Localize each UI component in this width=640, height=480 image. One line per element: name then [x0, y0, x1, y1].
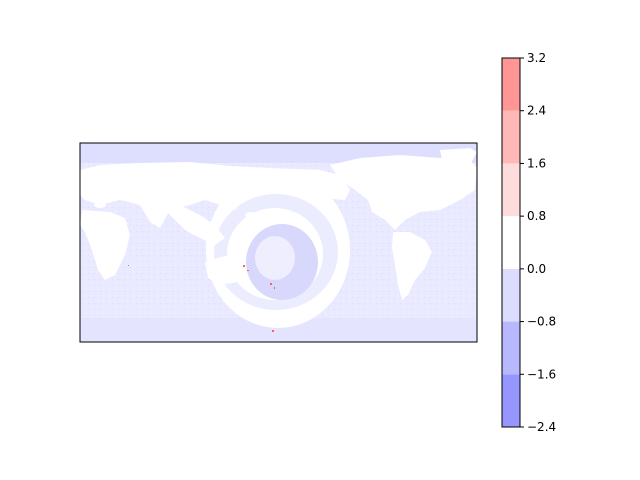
- colorbar-tick-label: 0.8: [527, 209, 546, 223]
- map-frame: [79, 142, 478, 343]
- land-masses: [80, 148, 477, 300]
- colorbar-tick-label: 1.6: [527, 156, 546, 170]
- colorbar-frame: [501, 57, 521, 428]
- colorbar-band: [502, 268, 520, 322]
- colorbar-band: [502, 216, 520, 269]
- colorbar-band: [502, 374, 520, 427]
- colorbar-tick-label: −2.4: [527, 420, 556, 434]
- colorbar-tick-label: −1.6: [527, 367, 556, 381]
- africa: [80, 210, 130, 280]
- colorbar: −2.4 −1.6 −0.8 0.0 0.8 1.6 2.4 3.2: [501, 51, 556, 434]
- colorbar-band: [502, 58, 520, 111]
- south-america: [392, 232, 432, 300]
- colorbar-band: [502, 110, 520, 164]
- colorbar-tick-label: 2.4: [527, 104, 546, 118]
- ring-center: [255, 236, 295, 280]
- north-america: [330, 155, 477, 230]
- colorbar-band: [502, 321, 520, 375]
- colorbar-tick-label: −0.8: [527, 315, 556, 329]
- south-asia: [160, 205, 225, 245]
- positive-anomaly-speckles: [128, 265, 275, 332]
- greenland: [440, 148, 477, 168]
- australia: [205, 256, 245, 285]
- map-panel: [79, 142, 478, 343]
- colorbar-tick-label: 0.0: [527, 262, 546, 276]
- colorbar-tick-label: 3.2: [527, 51, 546, 65]
- colorbar-band: [502, 163, 520, 217]
- eurasia: [80, 162, 350, 228]
